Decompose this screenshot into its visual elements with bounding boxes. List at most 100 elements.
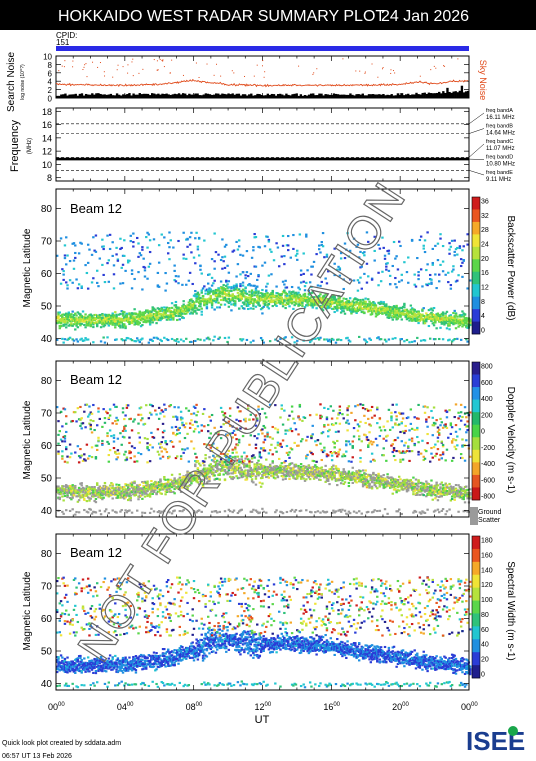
- velocity-echo-cell: [141, 417, 144, 420]
- power-echo-cell: [258, 246, 262, 249]
- power-echo-cell: [323, 294, 326, 297]
- power-echo-cell: [151, 339, 154, 343]
- power-echo-cell: [164, 313, 167, 316]
- velocity-echo-cell: [155, 483, 158, 486]
- search-noise-bar: [433, 93, 437, 98]
- velocity-echo-cell: [63, 460, 67, 463]
- velocity-echo-cell: [108, 484, 112, 487]
- power-echo-cell: [114, 322, 117, 325]
- velocity-echo-cell: [205, 469, 209, 472]
- power-echo-cell: [121, 263, 125, 266]
- power-echo-cell: [319, 296, 322, 299]
- power-echo-cell: [401, 305, 405, 308]
- power-echo-cell: [354, 310, 357, 313]
- velocity-echo-cell: [183, 483, 187, 486]
- power-echo-cell: [458, 315, 462, 318]
- power-echo-cell: [348, 301, 352, 304]
- power-echo-cell: [80, 322, 83, 325]
- power-echo-cell: [249, 307, 252, 310]
- power-echo-cell: [352, 301, 356, 304]
- velocity-echo-cell: [248, 466, 251, 469]
- velocity-echo-cell: [129, 457, 132, 460]
- power-echo-cell: [98, 321, 101, 324]
- power-echo-cell: [225, 243, 228, 246]
- power-echo-cell: [120, 310, 123, 313]
- power-echo-cell: [232, 289, 236, 292]
- power-echo-cell: [201, 294, 205, 298]
- power-echo-cell: [308, 300, 312, 303]
- power-echo-cell: [407, 256, 410, 259]
- power-echo-cell: [452, 339, 455, 342]
- power-echo-cell: [245, 292, 249, 295]
- velocity-echo-cell: [225, 462, 228, 465]
- velocity-echo-cell: [240, 468, 243, 471]
- power-echo-cell: [170, 313, 174, 316]
- power-echo-cell: [391, 306, 394, 309]
- velocity-echo-cell: [93, 493, 96, 496]
- power-echo-cell: [216, 289, 219, 292]
- power-echo-cell: [65, 317, 68, 320]
- power-echo-cell: [311, 300, 314, 303]
- search-noise-bar: [144, 93, 148, 98]
- power-echo-cell: [262, 300, 265, 303]
- velocity-echo-cell: [143, 480, 147, 483]
- power-echo-cell: [121, 339, 125, 342]
- velocity-echo-cell: [139, 453, 143, 456]
- velocity-echo-cell: [169, 489, 172, 492]
- velocity-echo-cell: [194, 474, 197, 477]
- power-echo-cell: [192, 310, 196, 313]
- velocity-echo-cell: [124, 450, 127, 453]
- power-echo-cell: [252, 291, 255, 294]
- power-echo-cell: [108, 314, 112, 317]
- velocity-echo-cell: [181, 480, 184, 483]
- velocity-echo-cell: [249, 466, 252, 470]
- power-echo-cell: [147, 317, 151, 320]
- power-echo-cell: [161, 314, 165, 317]
- power-echo-cell: [428, 308, 432, 311]
- power-echo-cell: [71, 324, 74, 327]
- velocity-echo-cell: [124, 414, 127, 417]
- velocity-echo-cell: [219, 464, 223, 467]
- power-echo-cell: [274, 302, 277, 305]
- power-echo-cell: [92, 318, 95, 321]
- power-echo-cell: [432, 338, 436, 341]
- power-echo-cell: [59, 324, 63, 327]
- search-noise-bar: [260, 94, 263, 98]
- power-echo-cell: [58, 324, 61, 328]
- power-echo-cell: [199, 300, 202, 303]
- power-echo-cell: [126, 261, 130, 264]
- velocity-echo-cell: [205, 477, 209, 480]
- power-echo-cell: [76, 287, 80, 290]
- power-echo-cell: [85, 338, 89, 341]
- sky-noise-outlier: [159, 58, 161, 60]
- power-echo-cell: [230, 294, 233, 297]
- power-echo-cell: [116, 323, 120, 326]
- velocity-echo-cell: [217, 468, 220, 471]
- search-noise-bar: [365, 95, 369, 98]
- velocity-echo-cell: [245, 455, 249, 458]
- velocity-echo-cell: [212, 474, 215, 477]
- search-noise-bar: [316, 95, 319, 98]
- velocity-echo-cell: [239, 471, 242, 474]
- power-echo-cell: [239, 285, 242, 288]
- velocity-echo-cell: [164, 484, 167, 487]
- velocity-echo-cell: [197, 431, 201, 434]
- power-echo-cell: [330, 298, 334, 301]
- power-echo-cell: [205, 307, 209, 310]
- power-echo-cell: [370, 313, 374, 316]
- power-echo-cell: [88, 321, 91, 324]
- power-echo-cell: [247, 275, 250, 278]
- power-echo-cell: [207, 291, 210, 294]
- power-echo-cell: [432, 321, 436, 324]
- power-echo-cell: [249, 284, 252, 287]
- power-echo-cell: [103, 281, 107, 284]
- power-echo-cell: [425, 312, 428, 315]
- power-y-tick-label: 50: [41, 302, 53, 313]
- power-echo-cell: [465, 317, 468, 320]
- power-echo-cell: [195, 293, 198, 296]
- power-echo-cell: [387, 249, 391, 252]
- power-echo-cell: [214, 293, 218, 297]
- power-echo-cell: [76, 318, 80, 321]
- power-echo-cell: [434, 244, 437, 247]
- power-echo-cell: [405, 338, 409, 342]
